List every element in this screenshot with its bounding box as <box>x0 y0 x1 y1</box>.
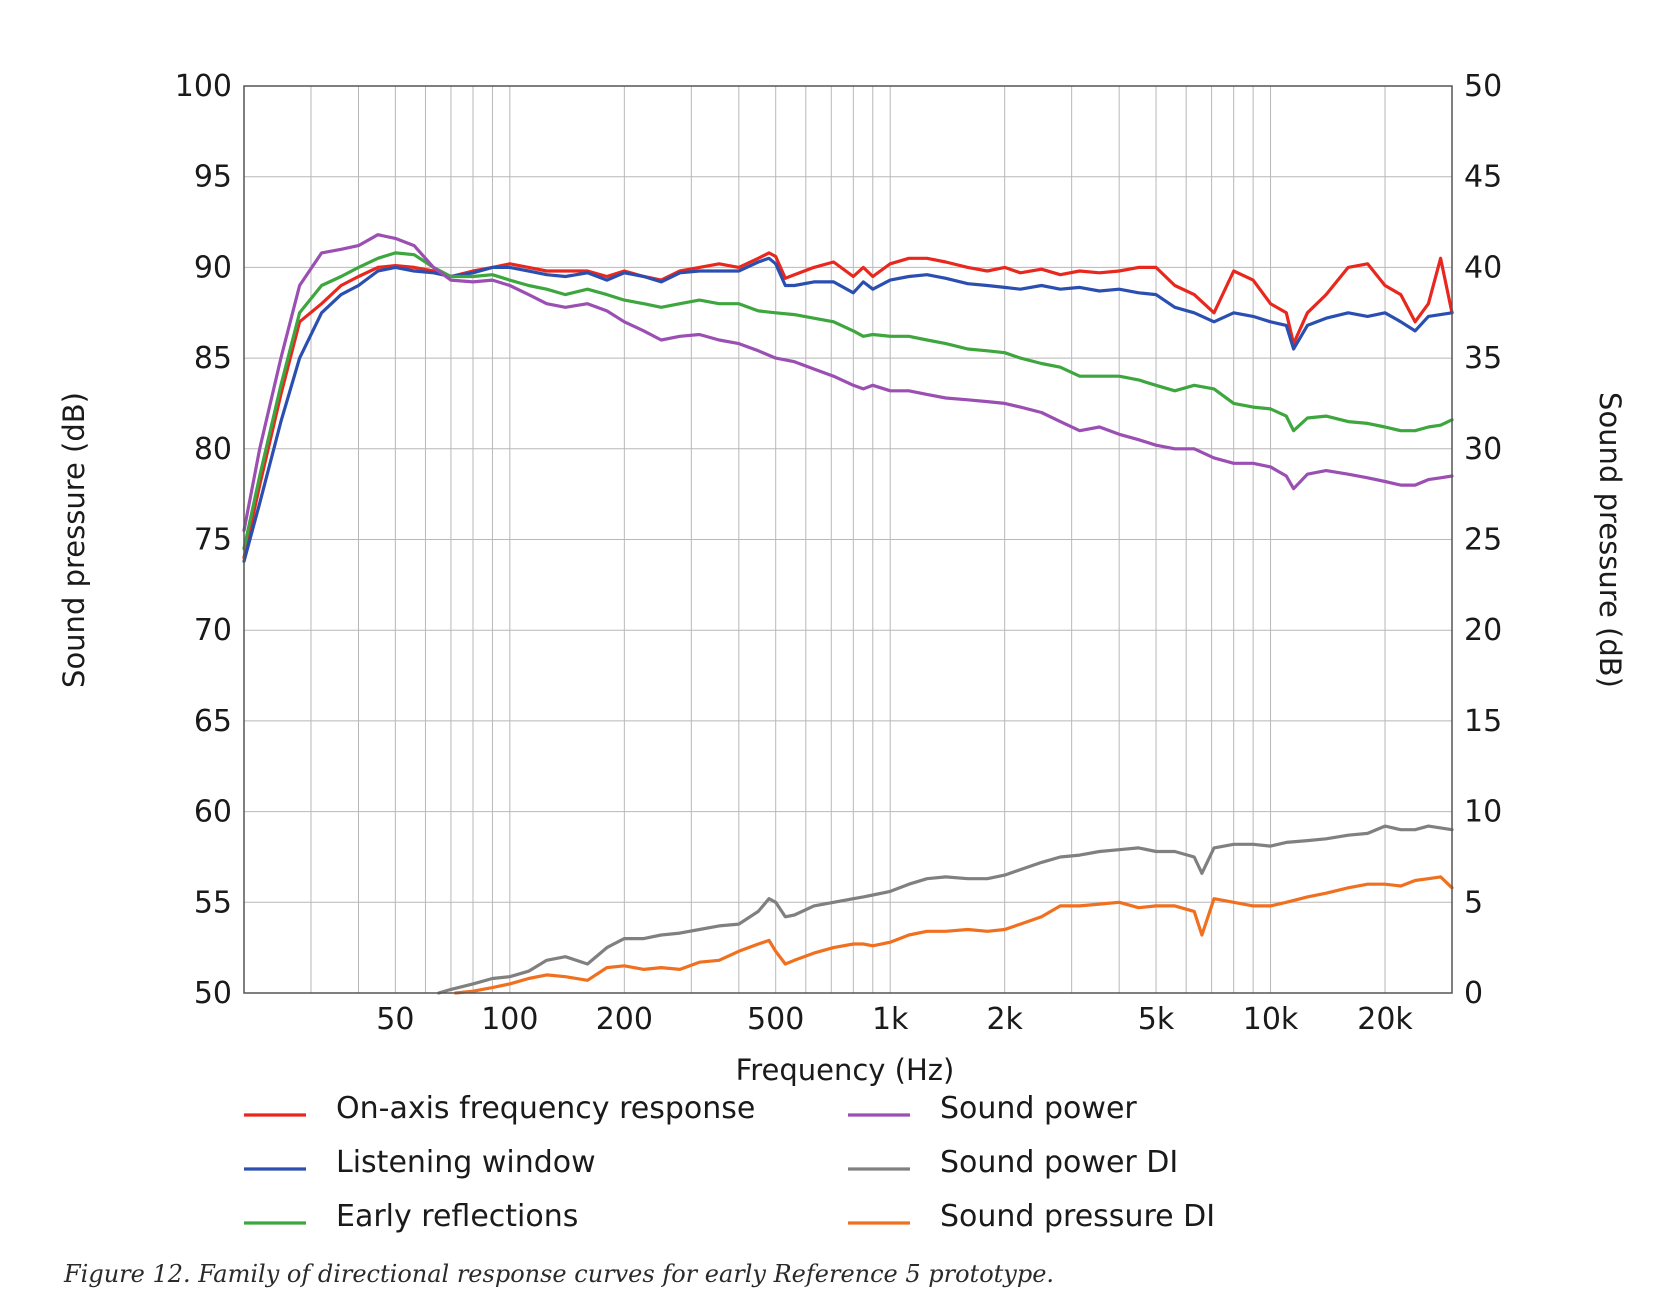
x-tick-label: 500 <box>747 1002 804 1037</box>
right-y-tick-label: 30 <box>1464 432 1502 467</box>
legend: On-axis frequency response Listening wind… <box>244 1091 1215 1234</box>
left-y-tick-label: 65 <box>194 704 232 739</box>
x-tick-label: 5k <box>1138 1002 1175 1037</box>
right-y-tick-label: 25 <box>1464 523 1502 558</box>
right-y-tick-label: 10 <box>1464 795 1502 830</box>
right-y-tick-label: 20 <box>1464 613 1502 648</box>
series-line-sound-power <box>242 233 1454 533</box>
x-tick-label: 50 <box>376 1002 414 1037</box>
right-y-tick-label: 40 <box>1464 250 1502 285</box>
legend-label: Sound pressure DI <box>940 1199 1215 1234</box>
left-y-tick-label: 90 <box>194 250 232 285</box>
left-y-tick-label: 50 <box>194 976 232 1011</box>
right-y-tick-label: 15 <box>1464 704 1502 739</box>
x-tick-label: 2k <box>986 1002 1023 1037</box>
left-axis-ticks: 50 55 60 65 70 75 80 85 90 95 100 <box>175 69 232 1011</box>
grid-lines <box>244 85 1452 994</box>
legend-label: Listening window <box>336 1145 596 1180</box>
right-y-tick-label: 0 <box>1464 976 1483 1011</box>
x-tick-label: 200 <box>596 1002 653 1037</box>
series-line-listening-window <box>242 256 1454 563</box>
series-line-sound-pressure-di <box>454 875 1454 995</box>
left-y-tick-label: 95 <box>194 160 232 195</box>
left-y-tick-label: 85 <box>194 341 232 376</box>
right-y-tick-label: 50 <box>1464 69 1502 104</box>
x-tick-label: 1k <box>872 1002 909 1037</box>
left-y-tick-label: 60 <box>194 795 232 830</box>
right-y-tick-label: 45 <box>1464 160 1502 195</box>
right-y-tick-label: 35 <box>1464 341 1502 376</box>
left-y-tick-label: 80 <box>194 432 232 467</box>
x-axis-ticks: 50 100 200 500 1k 2k 5k 10k 20k <box>376 1002 1413 1037</box>
x-axis-title: Frequency (Hz) <box>736 1053 955 1087</box>
x-tick-label: 10k <box>1243 1002 1299 1037</box>
plot-frame <box>243 85 1453 994</box>
right-y-axis-title: Sound pressure (dB) <box>1593 392 1627 688</box>
series-line-early-reflections <box>242 251 1454 551</box>
left-y-axis-title: Sound pressure (dB) <box>57 392 91 688</box>
left-y-tick-label: 75 <box>194 523 232 558</box>
left-y-tick-label: 55 <box>194 885 232 920</box>
right-y-tick-label: 5 <box>1464 885 1483 920</box>
series-line-sound-power-di <box>437 824 1454 995</box>
x-tick-label: 20k <box>1357 1002 1413 1037</box>
legend-label: Sound power <box>940 1091 1137 1126</box>
left-y-tick-label: 100 <box>175 69 232 104</box>
left-y-tick-label: 70 <box>194 613 232 648</box>
series-curves <box>242 233 1454 995</box>
legend-label: Early reflections <box>336 1199 578 1234</box>
right-axis-ticks: 0 5 10 15 20 25 30 35 40 45 50 <box>1464 69 1502 1011</box>
figure-caption: Figure 12. Family of directional respons… <box>64 1260 1055 1288</box>
x-tick-label: 100 <box>481 1002 538 1037</box>
legend-label: On-axis frequency response <box>336 1091 755 1126</box>
legend-label: Sound power DI <box>940 1145 1178 1180</box>
